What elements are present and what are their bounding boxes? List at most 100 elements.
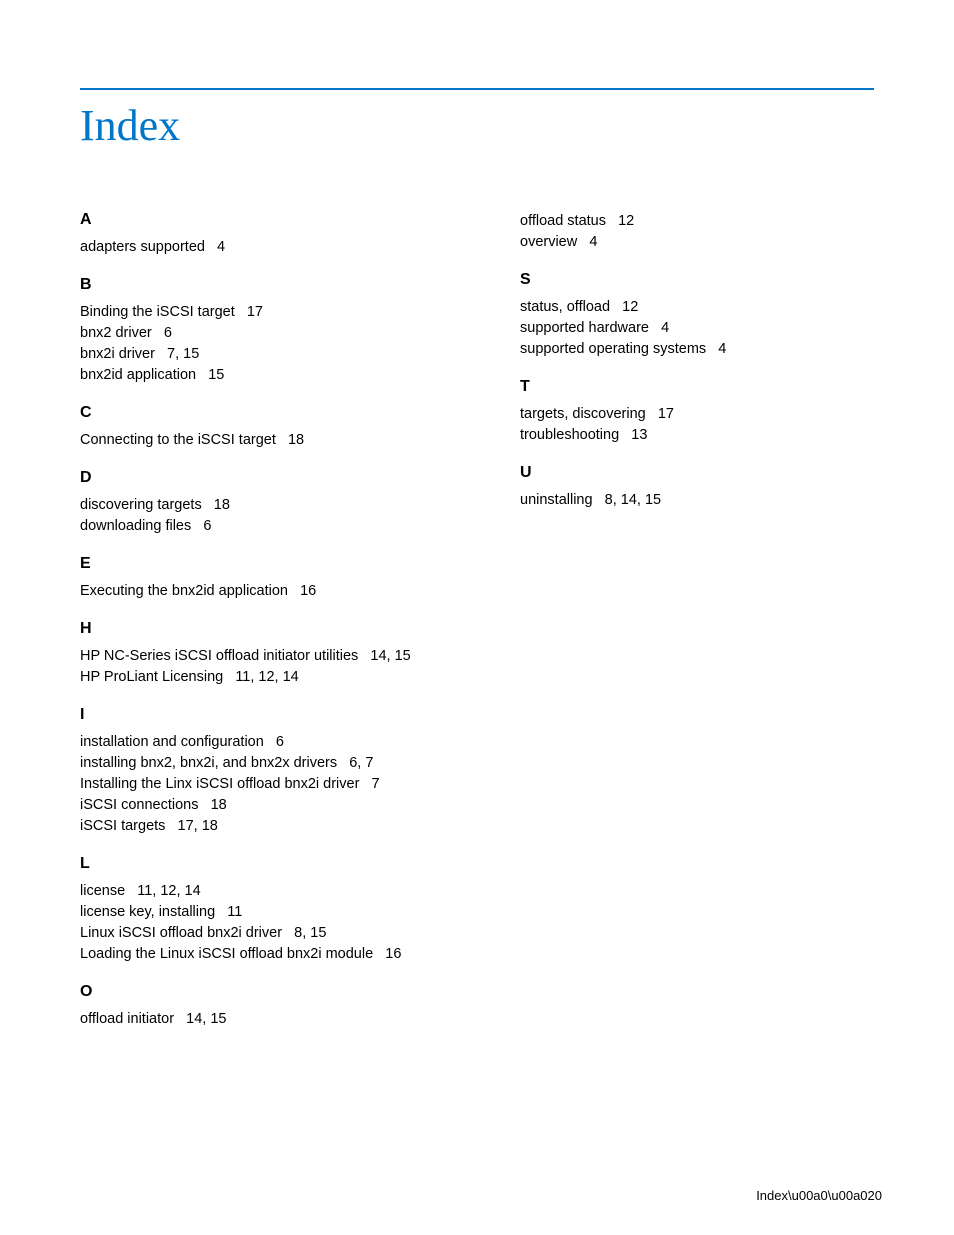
index-entry: status, offload 12 — [520, 297, 874, 318]
index-pages[interactable]: 14, 15 — [186, 1011, 226, 1027]
index-entry: overview 4 — [520, 232, 874, 253]
index-pages[interactable]: 15 — [208, 367, 224, 383]
footer-page-number: 20 — [868, 1188, 882, 1203]
index-pages[interactable]: 11, 12, 14 — [137, 883, 200, 899]
index-entry: offload initiator 14, 15 — [80, 1009, 480, 1030]
index-term: installing bnx2, bnx2i, and bnx2x driver… — [80, 755, 337, 771]
index-pages[interactable]: 12 — [618, 213, 634, 229]
index-entry: Connecting to the iSCSI target 18 — [80, 430, 480, 451]
index-pages[interactable]: 4 — [661, 320, 669, 336]
index-pages[interactable]: 12 — [622, 299, 638, 315]
index-entry: offload status 12 — [520, 211, 874, 232]
index-letter-i: I — [80, 706, 480, 724]
index-pages[interactable]: 16 — [385, 946, 401, 962]
index-page: Index Aadapters supported 4BBinding the … — [0, 0, 954, 1030]
index-pages[interactable]: 18 — [288, 432, 304, 448]
index-term: license — [80, 883, 125, 899]
index-pages[interactable]: 6 — [203, 518, 211, 534]
index-term: overview — [520, 234, 577, 250]
index-term: Connecting to the iSCSI target — [80, 432, 276, 448]
top-rule — [80, 88, 874, 90]
index-entry: Executing the bnx2id application 16 — [80, 581, 480, 602]
index-entry: Linux iSCSI offload bnx2i driver 8, 15 — [80, 923, 480, 944]
index-pages[interactable]: 8, 15 — [294, 925, 326, 941]
index-term: iSCSI targets — [80, 818, 165, 834]
index-entry: bnx2i driver 7, 15 — [80, 344, 480, 365]
index-pages[interactable]: 7, 15 — [167, 346, 199, 362]
index-pages[interactable]: 6 — [276, 734, 284, 750]
index-letter-h: H — [80, 620, 480, 638]
index-pages[interactable]: 11 — [227, 904, 242, 920]
index-entry: HP ProLiant Licensing 11, 12, 14 — [80, 667, 480, 688]
index-letter-u: U — [520, 464, 874, 482]
index-term: offload initiator — [80, 1011, 174, 1027]
index-entry: license 11, 12, 14 — [80, 881, 480, 902]
index-entry: bnx2 driver 6 — [80, 323, 480, 344]
index-letter-s: S — [520, 271, 874, 289]
index-letter-l: L — [80, 855, 480, 873]
index-pages[interactable]: 11, 12, 14 — [235, 669, 298, 685]
index-term: installation and configuration — [80, 734, 264, 750]
footer-label: Index — [756, 1188, 788, 1203]
page-footer: Index\u00a0\u00a020 — [756, 1188, 882, 1203]
index-term: uninstalling — [520, 492, 593, 508]
index-pages[interactable]: 16 — [300, 583, 316, 599]
index-entry: bnx2id application 15 — [80, 365, 480, 386]
index-entry: troubleshooting 13 — [520, 425, 874, 446]
index-letter-o: O — [80, 983, 480, 1001]
index-entry: supported hardware 4 — [520, 318, 874, 339]
index-pages[interactable]: 17 — [658, 406, 674, 422]
index-letter-e: E — [80, 555, 480, 573]
index-letter-t: T — [520, 378, 874, 396]
index-letter-b: B — [80, 276, 480, 294]
index-pages[interactable]: 13 — [631, 427, 647, 443]
index-term: supported hardware — [520, 320, 649, 336]
index-entry: iSCSI targets 17, 18 — [80, 816, 480, 837]
index-columns: Aadapters supported 4 B Binding the iSCSI … — [80, 211, 874, 1030]
index-pages[interactable]: 18 — [214, 497, 230, 513]
index-term: HP ProLiant Licensing — [80, 669, 223, 685]
index-term: bnx2id application — [80, 367, 196, 383]
index-term: troubleshooting — [520, 427, 619, 443]
index-pages[interactable]: 6, 7 — [349, 755, 373, 771]
index-entry: license key, installing 11 — [80, 902, 480, 923]
index-term: Loading the Linux iSCSI offload bnx2i mo… — [80, 946, 373, 962]
index-letter-d: D — [80, 469, 480, 487]
index-term: Executing the bnx2id application — [80, 583, 288, 599]
index-term: bnx2i driver — [80, 346, 155, 362]
index-term: status, offload — [520, 299, 610, 315]
index-entry: Installing the Linx iSCSI offload bnx2i … — [80, 774, 480, 795]
index-letter-a: A — [80, 211, 480, 229]
index-term: supported operating systems — [520, 341, 706, 357]
index-entry: installing bnx2, bnx2i, and bnx2x driver… — [80, 753, 480, 774]
index-pages[interactable]: 4 — [718, 341, 726, 357]
index-entry: Binding the iSCSI target 17 — [80, 302, 480, 323]
index-term: targets, discovering — [520, 406, 646, 422]
index-term: adapters supported — [80, 239, 205, 255]
index-pages[interactable]: 4 — [217, 239, 225, 255]
index-entry: adapters supported 4 — [80, 237, 480, 258]
index-entry: supported operating systems 4 — [520, 339, 874, 360]
index-pages[interactable]: 8, 14, 15 — [605, 492, 661, 508]
index-entry: iSCSI connections 18 — [80, 795, 480, 816]
index-term: Installing the Linx iSCSI offload bnx2i … — [80, 776, 359, 792]
index-entry: targets, discovering 17 — [520, 404, 874, 425]
index-pages[interactable]: 18 — [211, 797, 227, 813]
index-entry: downloading files 6 — [80, 516, 480, 537]
index-entry: installation and configuration 6 — [80, 732, 480, 753]
index-column-right: offload status 12overview 4Sstatus, offl… — [520, 211, 874, 1030]
index-term: Linux iSCSI offload bnx2i driver — [80, 925, 282, 941]
index-term: Binding the iSCSI target — [80, 304, 235, 320]
index-pages[interactable]: 14, 15 — [370, 648, 410, 664]
index-term: offload status — [520, 213, 606, 229]
index-pages[interactable]: 17, 18 — [178, 818, 218, 834]
index-pages[interactable]: 4 — [589, 234, 597, 250]
index-term: downloading files — [80, 518, 191, 534]
index-letter-c: C — [80, 404, 480, 422]
index-entry: Loading the Linux iSCSI offload bnx2i mo… — [80, 944, 480, 965]
index-term: bnx2 driver — [80, 325, 152, 341]
index-column-left: Aadapters supported 4 B Binding the iSCSI … — [80, 211, 480, 1030]
index-pages[interactable]: 7 — [372, 776, 380, 792]
index-pages[interactable]: 17 — [247, 304, 263, 320]
index-pages[interactable]: 6 — [164, 325, 172, 341]
